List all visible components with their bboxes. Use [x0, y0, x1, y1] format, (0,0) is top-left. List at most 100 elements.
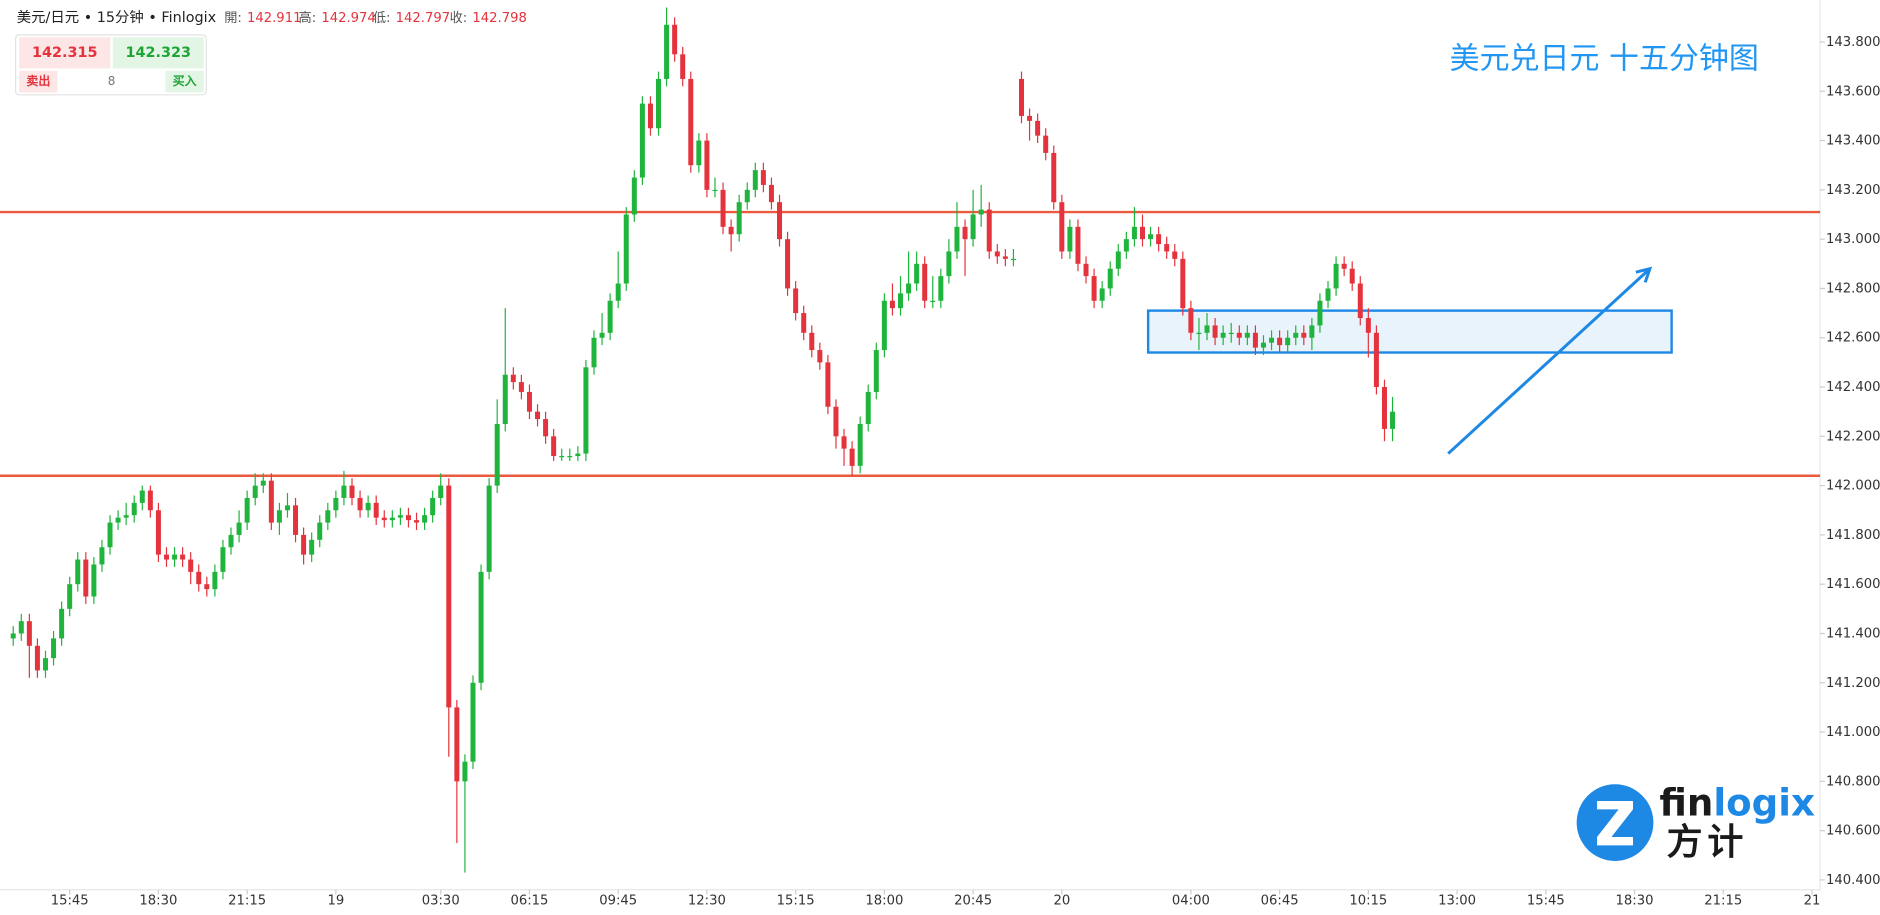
y-tick-label: 140.600	[1826, 824, 1880, 839]
candle-body	[236, 522, 242, 535]
candle-body	[1172, 251, 1178, 259]
candle-body	[793, 288, 799, 314]
candle-body	[1269, 337, 1275, 343]
buy-tag[interactable]	[165, 70, 204, 93]
candle-body	[591, 337, 597, 368]
buy-label: 买入	[173, 74, 197, 88]
candle-body	[873, 350, 879, 392]
candle-body	[510, 374, 516, 383]
candle-body	[1027, 115, 1033, 121]
candle-body	[962, 226, 968, 240]
candle-body	[1083, 263, 1089, 277]
candle-body	[639, 103, 645, 178]
plot: 140.400 140.600 140.800 141.000 141.200 141.4…	[0, 7, 1880, 909]
open-label: 開:	[224, 11, 242, 26]
candle-body	[1244, 332, 1250, 338]
candle-body	[930, 300, 936, 302]
candle-body	[228, 534, 234, 548]
chart-title: 美元兑日元 十五分钟图	[1450, 42, 1759, 77]
x-tick-label: 15:15	[777, 894, 815, 909]
buy-price: 142.323	[126, 45, 191, 61]
candle-body	[389, 517, 395, 521]
candle-body	[188, 559, 194, 572]
candle-body	[1051, 152, 1057, 203]
candle-body	[1317, 300, 1323, 326]
candle-body	[1333, 263, 1339, 289]
candle-body	[1228, 332, 1234, 335]
candle-body	[881, 300, 887, 351]
candle-body	[760, 170, 766, 185]
candle-body	[535, 411, 541, 420]
y-tick-label: 141.000	[1826, 725, 1880, 740]
candle-body	[1188, 308, 1194, 333]
candle-body	[1349, 268, 1355, 284]
x-tick-label: 21	[1804, 894, 1821, 909]
candle-body	[1099, 288, 1105, 301]
candle-body	[59, 608, 65, 639]
symbol: 美元/日元 • 15分钟 • Finlogix	[17, 9, 217, 26]
candle-body	[204, 584, 210, 590]
candle-body	[736, 202, 742, 235]
candle-body	[1115, 251, 1121, 269]
candle-body	[728, 226, 734, 235]
candle-body	[906, 283, 912, 294]
candle-body	[518, 382, 524, 392]
candle-body	[34, 645, 40, 671]
candle-body	[623, 214, 629, 284]
y-tick-label: 143.000	[1826, 232, 1880, 247]
candle-body	[575, 453, 581, 457]
candle-body	[551, 436, 557, 457]
sell-tag[interactable]	[19, 70, 58, 93]
candle-body	[349, 485, 355, 498]
sell-cell[interactable]	[19, 37, 111, 69]
candle-body	[172, 554, 178, 560]
candle-body	[123, 515, 129, 518]
header: 美元/日元 • 15分钟 • Finlogix 開: 142.911 高: 14…	[17, 9, 527, 26]
candle-body	[1252, 332, 1258, 348]
candle-body	[865, 391, 871, 424]
candle-body	[567, 456, 573, 458]
candle-body	[99, 547, 105, 565]
candle-body	[1043, 135, 1049, 153]
x-tick-label: 04:00	[1172, 894, 1210, 909]
y-tick-label: 142.600	[1826, 331, 1880, 346]
candle-body	[470, 682, 476, 762]
candle-body	[583, 367, 589, 454]
candle-body	[284, 505, 290, 511]
candle-body	[994, 251, 1000, 257]
candle-body	[131, 502, 137, 516]
low-label: 低:	[373, 10, 391, 26]
candle-body	[67, 584, 73, 609]
y-tick-label: 140.800	[1826, 774, 1880, 789]
candle-body	[1373, 332, 1379, 388]
candle-body	[801, 313, 807, 333]
x-tick-label: 06:45	[1261, 894, 1299, 909]
candle-body	[744, 189, 750, 203]
y-tick-label: 142.200	[1826, 429, 1880, 444]
buy-cell[interactable]	[112, 37, 204, 69]
candle-body	[1075, 226, 1081, 264]
candle-body	[107, 522, 113, 548]
consolidation-box	[1146, 309, 1673, 354]
x-tick-label: 09:45	[599, 894, 637, 909]
y-tick-label: 141.800	[1826, 528, 1880, 543]
candle-body	[825, 362, 831, 407]
x-tick-label: 18:30	[1616, 894, 1654, 909]
candle-body	[615, 283, 621, 301]
candle-body	[1164, 244, 1170, 252]
candle-body	[672, 24, 678, 55]
candle-body	[301, 534, 307, 555]
candle-body	[139, 490, 145, 503]
candle-body	[212, 571, 218, 590]
candle-body	[1301, 332, 1307, 338]
arrow-head	[1635, 266, 1653, 283]
candle-body	[115, 517, 121, 523]
candle-body	[83, 559, 89, 597]
candle-body	[373, 502, 379, 518]
sell-price: 142.315	[32, 45, 97, 61]
x-tick-label: 19	[327, 894, 344, 909]
candle-body	[680, 54, 686, 79]
candle-body	[365, 502, 371, 511]
candle-body	[1293, 332, 1299, 338]
candle-body	[841, 436, 847, 449]
